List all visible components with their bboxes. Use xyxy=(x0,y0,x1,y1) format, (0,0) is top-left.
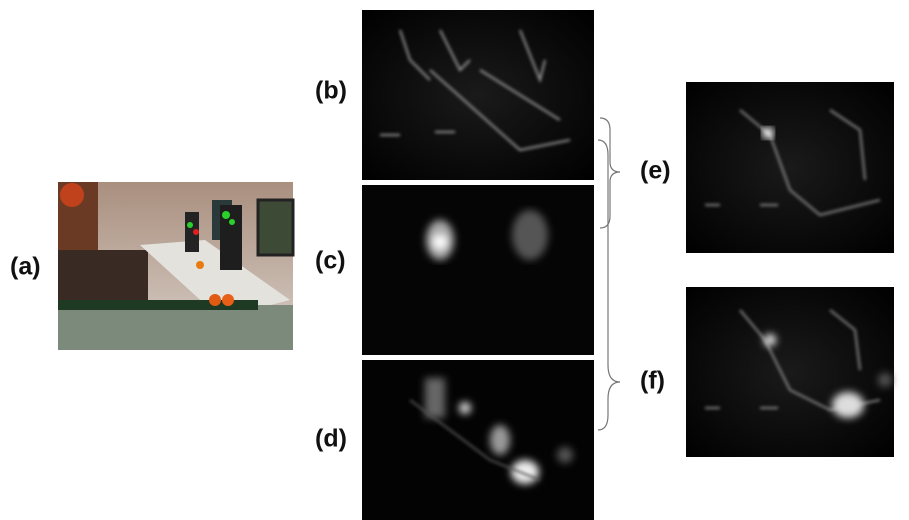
figure: (a) (b) (c) (d) xyxy=(0,0,909,520)
brace xyxy=(598,140,620,430)
map-c xyxy=(362,185,594,355)
map-f xyxy=(686,287,894,457)
map-d xyxy=(362,360,594,520)
label: (c) xyxy=(315,247,346,275)
label: (b) xyxy=(315,77,347,105)
label: (a) xyxy=(10,253,41,281)
map-b xyxy=(362,10,594,180)
label: (d) xyxy=(315,425,347,453)
brace xyxy=(600,118,620,228)
label: (e) xyxy=(640,157,671,185)
map-e xyxy=(686,82,894,253)
photo-a xyxy=(58,182,293,350)
label: (f) xyxy=(640,367,665,395)
